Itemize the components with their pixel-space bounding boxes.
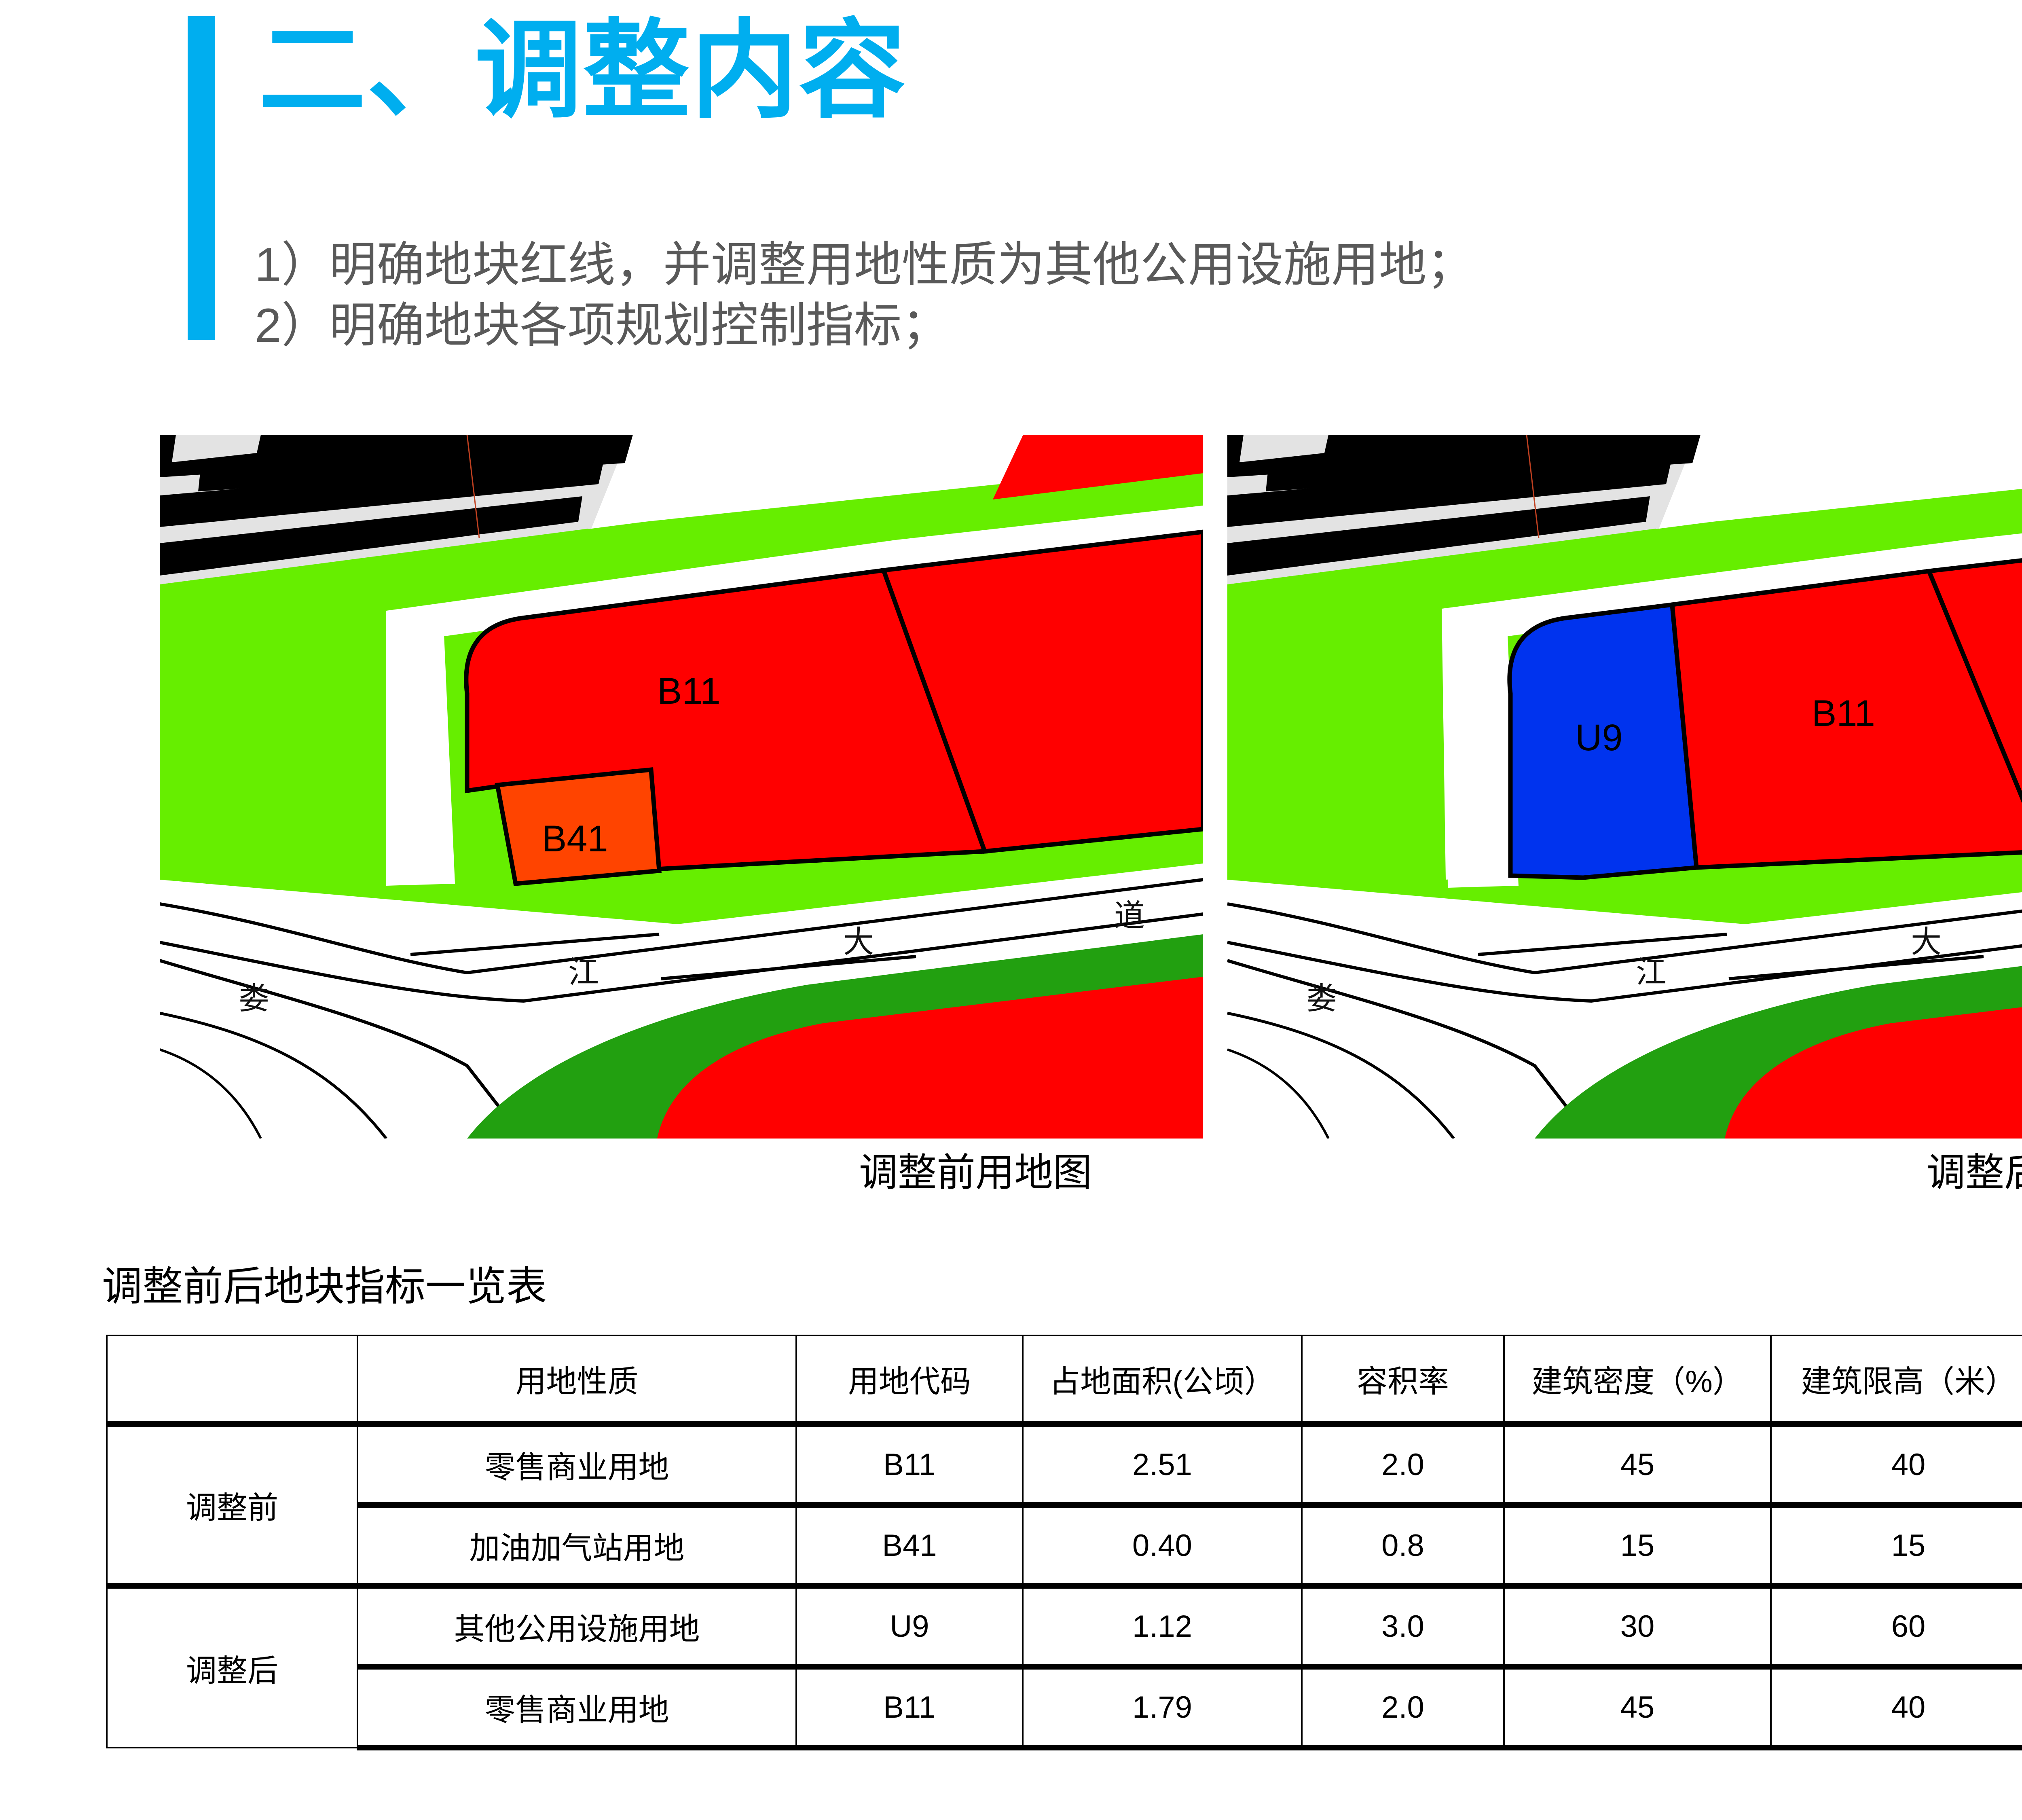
- page-title: 二、调整内容: [259, 11, 907, 131]
- table-row: 零售商业用地 B11 1.79 2.0 45 40 20: [107, 1664, 2022, 1750]
- accent-bar: [188, 16, 215, 340]
- cell-site-area: 1.12: [1022, 1583, 1303, 1668]
- cell-building-density: 30: [1503, 1583, 1772, 1668]
- map-before-svg: B11 B41 娄 江 大 道: [160, 435, 1203, 1139]
- phase-label-before: 调整前: [106, 1423, 358, 1587]
- road-char-3: 大: [843, 925, 874, 959]
- phase-label-after: 调整后: [106, 1583, 358, 1748]
- table-header-row: 用地性质 用地代码 占地面积(公顷） 容积率 建筑密度（%） 建筑限高（米） 绿…: [106, 1335, 2022, 1427]
- cell-height-limit: 40: [1770, 1423, 2022, 1506]
- header-height-limit: 建筑限高（米）: [1770, 1335, 2022, 1427]
- bullet-line-2: 2）明确地块各项规划控制指标；: [255, 299, 950, 352]
- map-caption-before: 调整前用地图: [859, 1151, 1092, 1194]
- cell-land-code: B11: [795, 1664, 1024, 1750]
- road-char-3: 大: [1911, 925, 1942, 959]
- land-use-map-before[interactable]: B11 B41 娄 江 大 道: [160, 435, 1203, 1139]
- cell-site-area: 1.79: [1022, 1664, 1303, 1750]
- parcel-label-b11: B11: [1812, 693, 1875, 734]
- cell-land-code: U9: [795, 1583, 1024, 1668]
- cell-height-limit: 60: [1770, 1583, 2022, 1668]
- cell-height-limit: 40: [1770, 1664, 2022, 1750]
- cell-far: 3.0: [1301, 1583, 1505, 1668]
- road-char-2: 江: [1636, 955, 1667, 990]
- header-land-code: 用地代码: [795, 1335, 1024, 1427]
- page-header: 二、调整内容 1）明确地块红线，并调整用地性质为其他公用设施用地； 2）明确地块…: [0, 0, 2022, 364]
- indicator-table: 用地性质 用地代码 占地面积(公顷） 容积率 建筑密度（%） 建筑限高（米） 绿…: [106, 1335, 2022, 1750]
- parcel-label-b11: B11: [657, 671, 721, 712]
- parcel-label-u9: U9: [1575, 717, 1623, 758]
- road-char-2: 江: [568, 955, 599, 990]
- land-use-map-after[interactable]: U9 B11 娄 江 大 道: [1227, 435, 2022, 1139]
- cell-land-nature: 加油加气站用地: [357, 1502, 797, 1587]
- cell-land-code: B41: [795, 1502, 1024, 1587]
- parcel-b41[interactable]: [495, 767, 662, 886]
- parcel-b11-east[interactable]: [1926, 532, 2022, 851]
- cell-land-nature: 零售商业用地: [357, 1664, 797, 1750]
- cell-site-area: 0.40: [1022, 1502, 1303, 1587]
- header-far: 容积率: [1301, 1335, 1505, 1427]
- table-row: 调整前 零售商业用地 B11 2.51 2.0 45 40 20: [106, 1423, 2022, 1587]
- table-title: 调整前后地块指标一览表: [102, 1264, 547, 1309]
- cell-land-code: B11: [795, 1423, 1024, 1506]
- cell-building-density: 45: [1503, 1664, 1772, 1750]
- parcel-b11-east[interactable]: [880, 529, 1203, 854]
- road-char-1: 娄: [1306, 982, 1337, 1016]
- bullet-line-1: 1）明确地块红线，并调整用地性质为其他公用设施用地；: [255, 238, 1474, 292]
- road-char-1: 娄: [239, 982, 269, 1016]
- cell-site-area: 2.51: [1022, 1423, 1303, 1506]
- table-row: 加油加气站用地 B41 0.40 0.8 15 15 25: [107, 1502, 2022, 1587]
- cell-far: 0.8: [1301, 1502, 1505, 1587]
- parcel-u9[interactable]: [1507, 602, 1699, 880]
- map-caption-after: 调整后用地图: [1927, 1151, 2022, 1194]
- cell-land-nature: 其他公用设施用地: [357, 1583, 797, 1668]
- header-phase: [106, 1335, 358, 1427]
- table-row: 调整后 其他公用设施用地 U9 1.12 3.0 30 60 20: [106, 1583, 2022, 1748]
- parcel-label-b41: B41: [542, 818, 608, 859]
- parcel-b11[interactable]: [1670, 568, 2022, 870]
- cell-height-limit: 15: [1770, 1502, 2022, 1587]
- cell-far: 2.0: [1301, 1423, 1505, 1506]
- header-site-area: 占地面积(公顷）: [1022, 1335, 1303, 1427]
- header-land-nature: 用地性质: [357, 1335, 797, 1427]
- road-char-4: 道: [1114, 899, 1145, 933]
- header-building-density: 建筑密度（%）: [1503, 1335, 1772, 1427]
- map-after-svg: U9 B11 娄 江 大 道: [1227, 435, 2022, 1139]
- cell-far: 2.0: [1301, 1664, 1505, 1750]
- cell-building-density: 15: [1503, 1502, 1772, 1587]
- cell-land-nature: 零售商业用地: [357, 1423, 797, 1506]
- cell-building-density: 45: [1503, 1423, 1772, 1506]
